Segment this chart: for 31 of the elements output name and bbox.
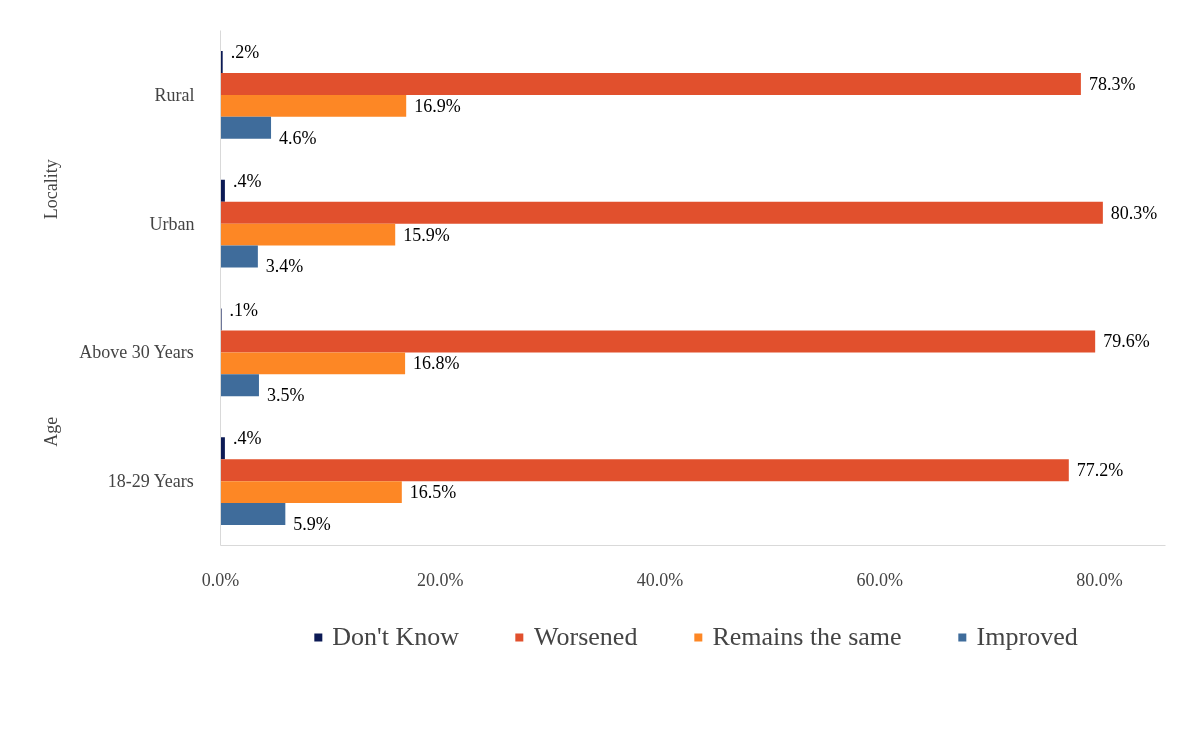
- data-label: .1%: [229, 299, 259, 320]
- y-tick-label: Rural: [154, 84, 195, 105]
- data-label: 77.2%: [1076, 460, 1124, 481]
- legend-label: Improved: [976, 622, 1078, 652]
- x-tick-label: 40.0%: [636, 569, 684, 590]
- data-label: 16.9%: [414, 95, 461, 116]
- x-tick-label: 0.0%: [201, 569, 240, 590]
- data-label: 5.9%: [293, 513, 331, 534]
- data-label: 3.4%: [265, 256, 304, 277]
- data-label: 79.6%: [1103, 331, 1150, 352]
- y-tick-label: Above 30 Years: [79, 342, 194, 363]
- x-tick-label: 80.0%: [1076, 569, 1123, 590]
- legend-label: Remains the same: [712, 622, 902, 652]
- data-label: .4%: [232, 428, 262, 449]
- data-label: 16.8%: [413, 353, 460, 374]
- y-tick-label: Urban: [149, 213, 195, 234]
- data-label: 4.6%: [279, 127, 317, 148]
- data-label: 80.3%: [1110, 202, 1158, 223]
- data-label: 3.5%: [266, 385, 305, 406]
- y-tick-label: 18-29 Years: [107, 471, 194, 492]
- data-label: .4%: [232, 170, 262, 191]
- data-label: .2%: [230, 42, 260, 63]
- data-label: 16.5%: [409, 482, 457, 503]
- data-label: 78.3%: [1088, 73, 1136, 94]
- legend-label: Worsened: [534, 622, 638, 652]
- x-tick-label: 60.0%: [856, 569, 904, 590]
- legend-label: Don't Know: [332, 622, 460, 652]
- data-label: 15.9%: [403, 224, 450, 245]
- text: Age: [40, 416, 61, 447]
- x-tick-label: 20.0%: [417, 569, 464, 590]
- text: Locality: [40, 159, 61, 220]
